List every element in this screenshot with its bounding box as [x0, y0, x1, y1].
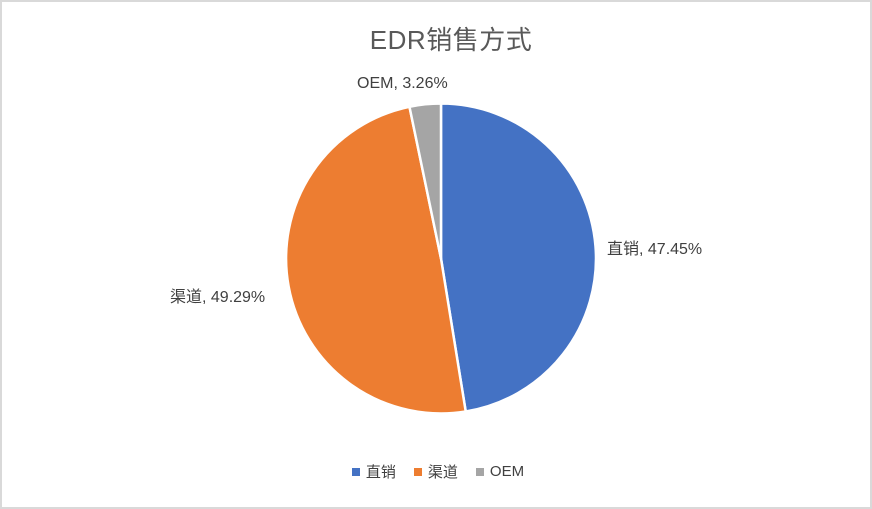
pie-slice-渠道: [284, 105, 467, 415]
data-label-direct-sales: 直销, 47.45%: [607, 241, 703, 258]
legend-item-direct-sales: 直销: [351, 461, 396, 482]
pie-slice-直销: [439, 102, 598, 413]
legend-label-oem: OEM: [489, 463, 525, 480]
pie-slice-OEM: [408, 102, 443, 260]
legend-marker-direct-sales-icon: [351, 467, 360, 476]
chart-title: EDR销售方式: [369, 25, 533, 55]
data-label-oem: OEM, 3.26%: [357, 75, 448, 92]
data-label-channel: 渠道, 49.29%: [170, 289, 266, 306]
legend-item-channel: 渠道: [413, 461, 458, 482]
legend-marker-oem-icon: [475, 467, 484, 476]
legend-marker-channel-icon: [413, 467, 422, 476]
legend-label-channel: 渠道: [427, 464, 458, 481]
legend-label-direct-sales: 直销: [365, 464, 396, 481]
legend-item-oem: OEM: [475, 463, 525, 480]
legend: 直销 渠道 OEM: [2, 461, 870, 482]
